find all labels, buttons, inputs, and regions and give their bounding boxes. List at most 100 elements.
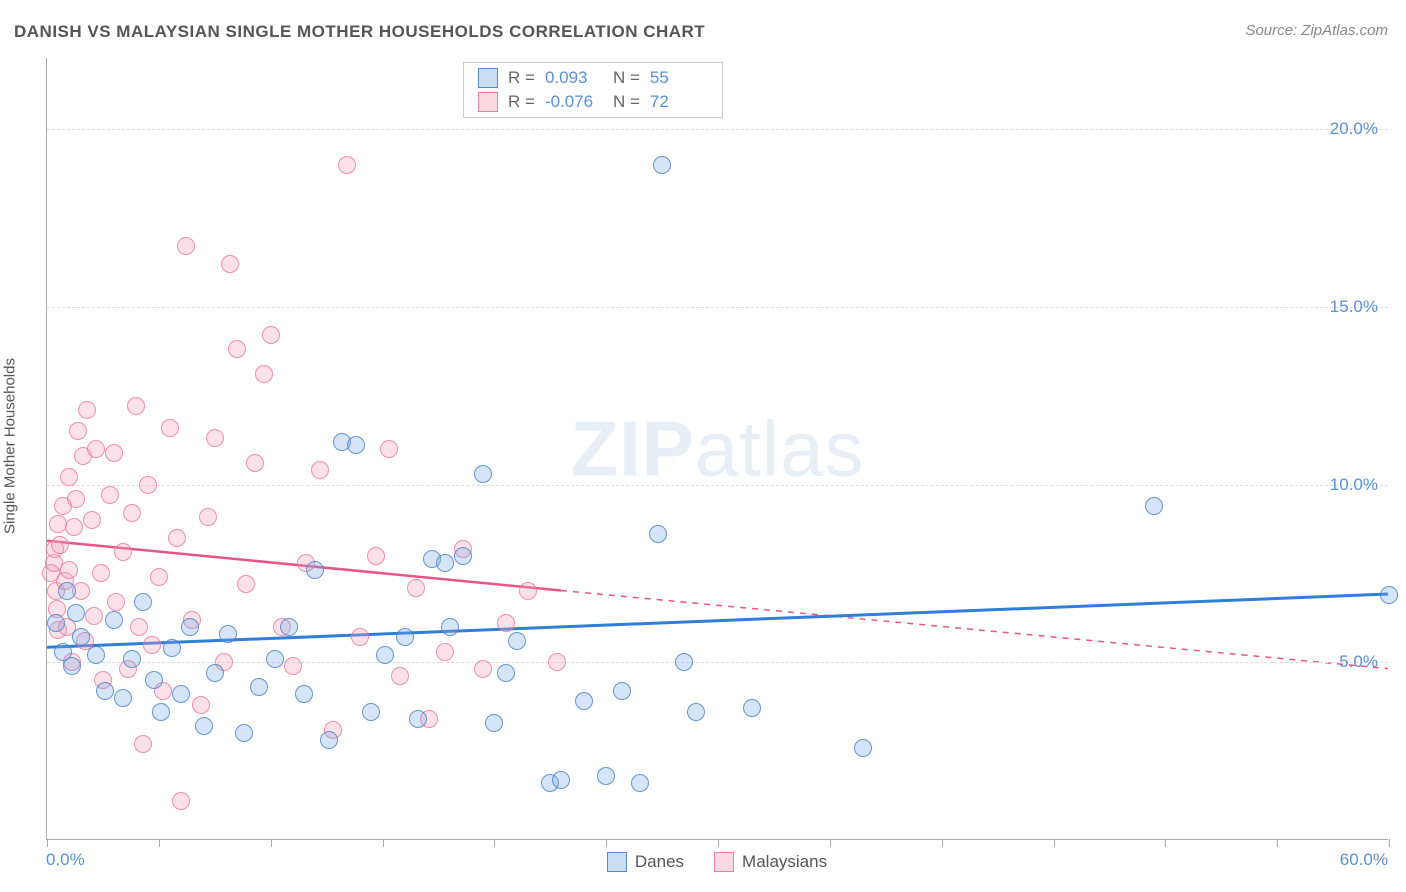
scatter-point xyxy=(101,486,119,504)
x-tick xyxy=(718,839,719,847)
scatter-point xyxy=(235,724,253,742)
scatter-point xyxy=(508,632,526,650)
scatter-point xyxy=(436,554,454,572)
scatter-point xyxy=(134,735,152,753)
scatter-point xyxy=(237,575,255,593)
scatter-point xyxy=(67,490,85,508)
scatter-point xyxy=(306,561,324,579)
scatter-point xyxy=(687,703,705,721)
legend-label: Malaysians xyxy=(742,852,827,872)
scatter-point xyxy=(83,511,101,529)
x-tick xyxy=(159,839,160,847)
trend-line xyxy=(47,594,1388,647)
scatter-point xyxy=(548,653,566,671)
y-tick-label: 5.0% xyxy=(1339,652,1378,672)
legend-label: Danes xyxy=(635,852,684,872)
scatter-point xyxy=(497,614,515,632)
scatter-point xyxy=(114,689,132,707)
scatter-point xyxy=(161,419,179,437)
scatter-point xyxy=(195,717,213,735)
scatter-point xyxy=(262,326,280,344)
scatter-point xyxy=(72,628,90,646)
scatter-point xyxy=(107,593,125,611)
r-label: R = xyxy=(508,68,535,88)
n-value: 55 xyxy=(650,68,708,88)
scatter-point xyxy=(575,692,593,710)
scatter-point xyxy=(347,436,365,454)
watermark: ZIPatlas xyxy=(570,403,864,494)
stats-row-danes: R = 0.093 N = 55 xyxy=(464,66,722,90)
scatter-point xyxy=(653,156,671,174)
plot-area: ZIPatlas R = 0.093 N = 55 R = -0.076 N =… xyxy=(46,58,1388,840)
x-tick xyxy=(383,839,384,847)
scatter-point xyxy=(63,657,81,675)
x-tick xyxy=(830,839,831,847)
watermark-zip: ZIP xyxy=(570,404,694,492)
scatter-point xyxy=(649,525,667,543)
scatter-point xyxy=(362,703,380,721)
scatter-point xyxy=(192,696,210,714)
scatter-point xyxy=(311,461,329,479)
scatter-point xyxy=(127,397,145,415)
swatch-pink-icon xyxy=(478,92,498,112)
scatter-point xyxy=(255,365,273,383)
n-value: 72 xyxy=(650,92,708,112)
scatter-point xyxy=(391,667,409,685)
scatter-point xyxy=(92,564,110,582)
swatch-pink-icon xyxy=(714,852,734,872)
scatter-point xyxy=(123,650,141,668)
scatter-point xyxy=(320,731,338,749)
scatter-point xyxy=(51,536,69,554)
scatter-point xyxy=(675,653,693,671)
scatter-point xyxy=(631,774,649,792)
scatter-point xyxy=(105,611,123,629)
scatter-point xyxy=(67,604,85,622)
scatter-point xyxy=(96,682,114,700)
scatter-point xyxy=(367,547,385,565)
x-tick xyxy=(47,839,48,847)
scatter-point xyxy=(454,547,472,565)
scatter-point xyxy=(552,771,570,789)
scatter-point xyxy=(85,607,103,625)
scatter-point xyxy=(181,618,199,636)
scatter-point xyxy=(284,657,302,675)
x-tick xyxy=(1165,839,1166,847)
stats-box: R = 0.093 N = 55 R = -0.076 N = 72 xyxy=(463,62,723,118)
x-tick xyxy=(494,839,495,847)
scatter-point xyxy=(743,699,761,717)
r-value: 0.093 xyxy=(545,68,603,88)
scatter-point xyxy=(854,739,872,757)
legend-item-danes: Danes xyxy=(607,852,684,872)
scatter-point xyxy=(519,582,537,600)
scatter-point xyxy=(1145,497,1163,515)
scatter-point xyxy=(1380,586,1398,604)
r-value: -0.076 xyxy=(545,92,603,112)
scatter-point xyxy=(172,685,190,703)
x-tick xyxy=(1054,839,1055,847)
scatter-point xyxy=(380,440,398,458)
scatter-point xyxy=(58,582,76,600)
plot-canvas: ZIPatlas R = 0.093 N = 55 R = -0.076 N =… xyxy=(46,58,1388,840)
scatter-point xyxy=(228,340,246,358)
gridline xyxy=(47,662,1388,663)
scatter-point xyxy=(47,614,65,632)
scatter-point xyxy=(177,237,195,255)
scatter-point xyxy=(376,646,394,664)
scatter-point xyxy=(163,639,181,657)
y-tick-label: 20.0% xyxy=(1330,119,1378,139)
x-tick xyxy=(606,839,607,847)
scatter-point xyxy=(168,529,186,547)
scatter-point xyxy=(250,678,268,696)
watermark-atlas: atlas xyxy=(695,404,865,492)
n-label: N = xyxy=(613,92,640,112)
scatter-point xyxy=(474,465,492,483)
scatter-point xyxy=(105,444,123,462)
scatter-point xyxy=(497,664,515,682)
source-credit: Source: ZipAtlas.com xyxy=(1245,22,1388,39)
r-label: R = xyxy=(508,92,535,112)
gridline xyxy=(47,307,1388,308)
y-tick-label: 15.0% xyxy=(1330,297,1378,317)
scatter-point xyxy=(199,508,217,526)
scatter-point xyxy=(597,767,615,785)
scatter-point xyxy=(60,561,78,579)
